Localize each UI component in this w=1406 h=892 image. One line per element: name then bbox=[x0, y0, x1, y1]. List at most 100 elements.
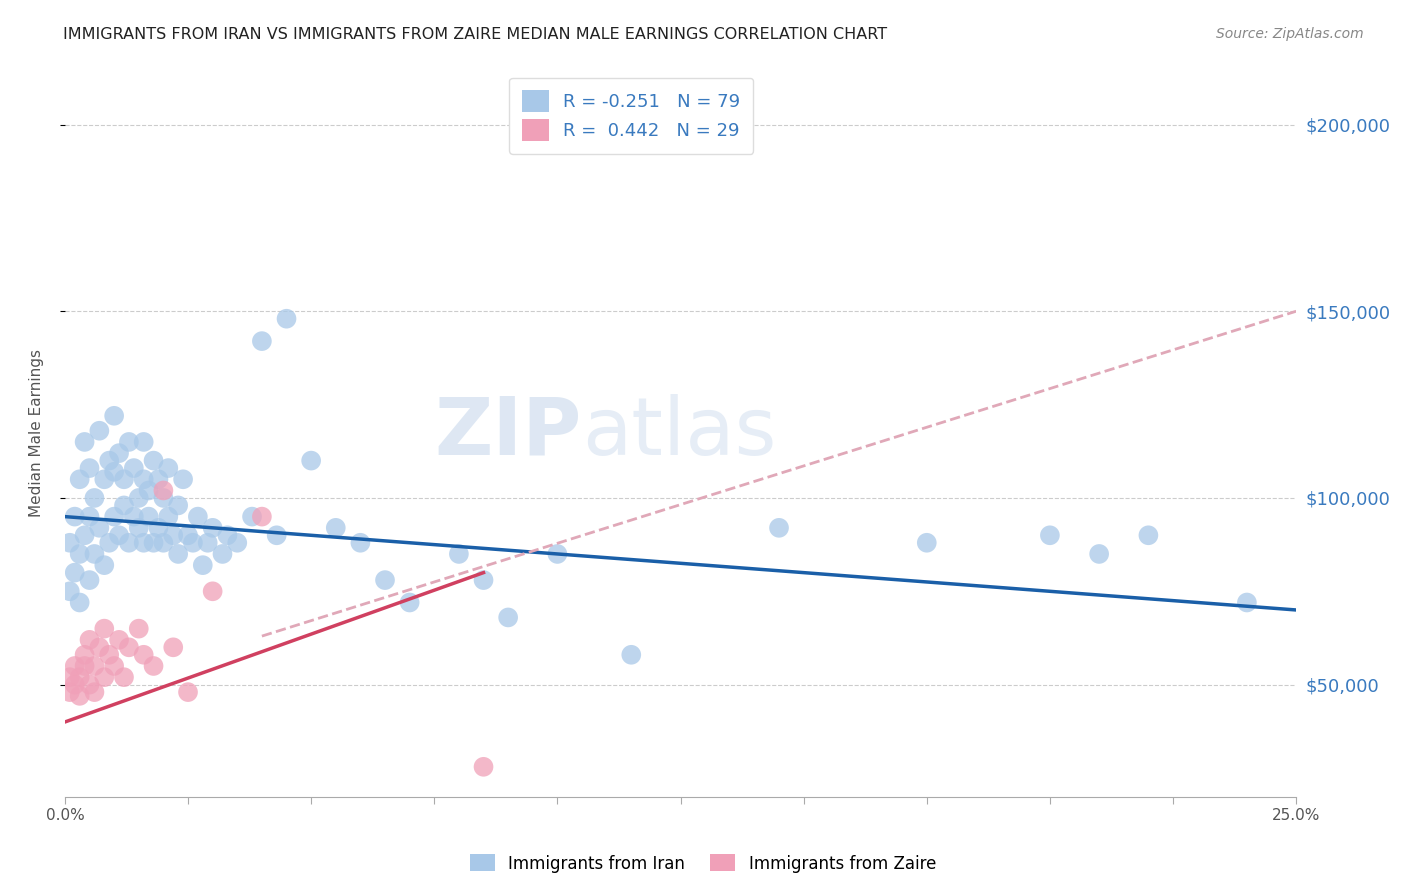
Point bbox=[128, 622, 150, 636]
Point bbox=[128, 521, 150, 535]
Point bbox=[132, 535, 155, 549]
Point bbox=[112, 472, 135, 486]
Point bbox=[142, 535, 165, 549]
Point bbox=[181, 535, 204, 549]
Point bbox=[63, 678, 86, 692]
Point bbox=[157, 461, 180, 475]
Point bbox=[73, 648, 96, 662]
Point bbox=[138, 483, 160, 498]
Point bbox=[89, 521, 111, 535]
Point bbox=[152, 491, 174, 505]
Point bbox=[122, 509, 145, 524]
Point bbox=[152, 535, 174, 549]
Point bbox=[299, 453, 322, 467]
Point bbox=[89, 424, 111, 438]
Point bbox=[118, 434, 141, 449]
Point bbox=[79, 461, 101, 475]
Text: ZIP: ZIP bbox=[434, 393, 582, 472]
Point bbox=[138, 509, 160, 524]
Point bbox=[103, 465, 125, 479]
Text: atlas: atlas bbox=[582, 393, 776, 472]
Point bbox=[103, 509, 125, 524]
Point bbox=[73, 528, 96, 542]
Point bbox=[167, 499, 190, 513]
Point bbox=[59, 685, 82, 699]
Y-axis label: Median Male Earnings: Median Male Earnings bbox=[30, 349, 44, 516]
Point bbox=[132, 472, 155, 486]
Point bbox=[59, 584, 82, 599]
Point bbox=[157, 509, 180, 524]
Point bbox=[83, 659, 105, 673]
Point bbox=[128, 491, 150, 505]
Point bbox=[374, 573, 396, 587]
Point bbox=[472, 573, 495, 587]
Point bbox=[240, 509, 263, 524]
Point bbox=[768, 521, 790, 535]
Point bbox=[79, 573, 101, 587]
Point bbox=[1236, 595, 1258, 609]
Point bbox=[398, 595, 420, 609]
Point bbox=[162, 640, 184, 655]
Point bbox=[177, 685, 200, 699]
Point bbox=[447, 547, 470, 561]
Point bbox=[93, 670, 115, 684]
Point bbox=[108, 632, 131, 647]
Text: Source: ZipAtlas.com: Source: ZipAtlas.com bbox=[1216, 27, 1364, 41]
Point bbox=[93, 622, 115, 636]
Point bbox=[217, 528, 239, 542]
Point bbox=[73, 434, 96, 449]
Point bbox=[250, 509, 273, 524]
Point bbox=[620, 648, 643, 662]
Point bbox=[83, 547, 105, 561]
Point bbox=[132, 434, 155, 449]
Point bbox=[177, 528, 200, 542]
Point bbox=[152, 483, 174, 498]
Point bbox=[103, 659, 125, 673]
Point bbox=[69, 670, 91, 684]
Point bbox=[250, 334, 273, 348]
Point bbox=[112, 499, 135, 513]
Point bbox=[98, 453, 121, 467]
Point bbox=[142, 659, 165, 673]
Point bbox=[79, 509, 101, 524]
Point bbox=[59, 535, 82, 549]
Point bbox=[112, 670, 135, 684]
Point bbox=[915, 535, 938, 549]
Point bbox=[79, 678, 101, 692]
Point bbox=[496, 610, 519, 624]
Point bbox=[122, 461, 145, 475]
Point bbox=[69, 595, 91, 609]
Point bbox=[69, 547, 91, 561]
Point bbox=[69, 689, 91, 703]
Point bbox=[69, 472, 91, 486]
Point bbox=[1137, 528, 1160, 542]
Point bbox=[118, 535, 141, 549]
Point bbox=[59, 670, 82, 684]
Legend: Immigrants from Iran, Immigrants from Zaire: Immigrants from Iran, Immigrants from Za… bbox=[464, 847, 942, 880]
Point bbox=[93, 558, 115, 573]
Point bbox=[187, 509, 209, 524]
Point bbox=[118, 640, 141, 655]
Point bbox=[79, 632, 101, 647]
Point bbox=[201, 584, 224, 599]
Point bbox=[191, 558, 214, 573]
Text: IMMIGRANTS FROM IRAN VS IMMIGRANTS FROM ZAIRE MEDIAN MALE EARNINGS CORRELATION C: IMMIGRANTS FROM IRAN VS IMMIGRANTS FROM … bbox=[63, 27, 887, 42]
Point bbox=[148, 521, 170, 535]
Point bbox=[63, 659, 86, 673]
Point bbox=[83, 491, 105, 505]
Point bbox=[1088, 547, 1111, 561]
Point bbox=[211, 547, 233, 561]
Point bbox=[472, 760, 495, 774]
Point bbox=[325, 521, 347, 535]
Point bbox=[103, 409, 125, 423]
Point bbox=[142, 453, 165, 467]
Point bbox=[63, 509, 86, 524]
Point bbox=[108, 446, 131, 460]
Point bbox=[89, 640, 111, 655]
Point bbox=[266, 528, 288, 542]
Point bbox=[98, 648, 121, 662]
Point bbox=[132, 648, 155, 662]
Point bbox=[162, 528, 184, 542]
Point bbox=[148, 472, 170, 486]
Point bbox=[201, 521, 224, 535]
